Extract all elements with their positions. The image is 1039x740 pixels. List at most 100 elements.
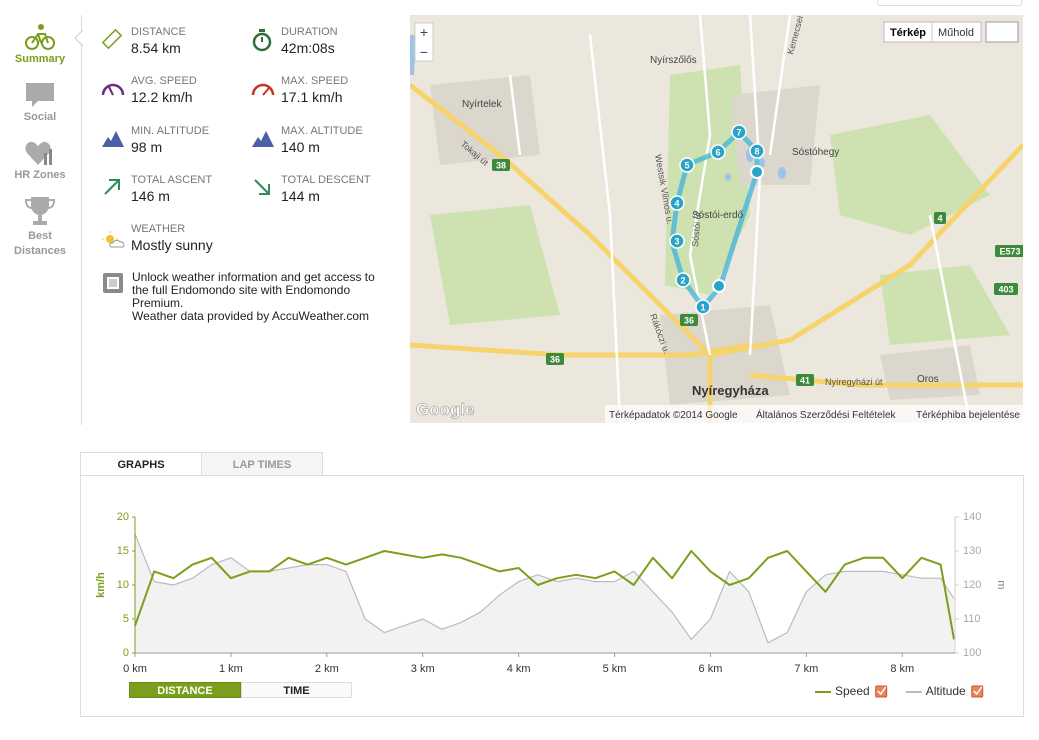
route-marker-label[interactable]: 1: [700, 303, 705, 313]
main-roads: [410, 83, 1023, 423]
map-canvas: Nyírtelek Nyírszőlős Sóstóhegy Sóstói-erdő N…: [410, 15, 1023, 423]
y2-tick-label: 140: [963, 511, 981, 523]
x-tick-label: 6 km: [699, 663, 723, 675]
route-marker-label[interactable]: 4: [674, 199, 679, 209]
stat: MAX. SPEED 17.1 km/h: [251, 75, 431, 105]
road-number: 36: [684, 316, 694, 326]
sidebar-item[interactable]: HR Zones: [0, 139, 80, 181]
stat-value: Mostly sunny: [131, 237, 213, 253]
x-tick-label: 7 km: [794, 663, 818, 675]
road-number: E573: [999, 247, 1020, 257]
stat-label: MIN. ALTITUDE: [131, 125, 210, 137]
stat: DURATION 42m:08s: [252, 26, 431, 56]
tab[interactable]: LAP TIMES: [201, 452, 323, 476]
sidebar-item[interactable]: Social: [0, 81, 80, 123]
map-button[interactable]: Térkép: [890, 27, 926, 39]
legend-check: [877, 686, 887, 696]
sidebar-pointer: [74, 30, 84, 46]
y-tick-label: 0: [123, 647, 129, 659]
route-marker[interactable]: [669, 195, 685, 211]
chart: km/h m 0 5 10 15 20 100 110 120 130 140 0 km 1 km 2 …: [95, 511, 1007, 698]
stat-label: TOTAL DESCENT: [281, 174, 371, 186]
stat-icon: [101, 83, 125, 96]
premium-icon: [103, 273, 123, 293]
place-label: Sóstói-erdő: [692, 210, 744, 221]
map-footer[interactable]: Általános Szerződési Feltételek: [756, 408, 897, 421]
place-label: Nyírtelek: [462, 99, 502, 110]
map-footer[interactable]: Térképhiba bejelentése: [916, 410, 1020, 421]
route-marker-label[interactable]: 7: [736, 128, 741, 138]
sidebar-label: Best Distances: [14, 230, 66, 257]
sidebar-label: Social: [23, 111, 57, 123]
social-icon: [26, 83, 54, 107]
route-marker-label[interactable]: 8: [754, 147, 759, 157]
route-marker[interactable]: [695, 299, 711, 315]
sidebar-item[interactable]: Summary: [0, 23, 80, 65]
promo-source: Weather data provided by AccuWeather.com: [132, 309, 370, 323]
legend-label: Speed: [835, 684, 870, 698]
route-marker[interactable]: [749, 143, 765, 159]
route-marker[interactable]: [675, 272, 691, 288]
road-badge: [934, 212, 946, 224]
stat-label: DISTANCE: [131, 26, 186, 38]
stat-value: 17.1 km/h: [281, 89, 343, 105]
stat: MAX. ALTITUDE 140 m: [252, 125, 431, 155]
x-tick-label: 3 km: [411, 663, 435, 675]
stat: TOTAL ASCENT 146 m: [104, 174, 281, 204]
route-marker[interactable]: [731, 124, 747, 140]
map-footer[interactable]: Térképadatok ©2014 Google: [609, 410, 738, 421]
y-tick-label: 20: [117, 511, 129, 523]
stat-icon: [252, 131, 274, 147]
route-marker[interactable]: [679, 157, 695, 173]
y2-tick-label: 120: [963, 579, 981, 591]
route-marker-label[interactable]: 6: [715, 148, 720, 158]
route-marker-label[interactable]: 5: [684, 161, 689, 171]
sidebar-item[interactable]: Best Distances: [0, 195, 80, 259]
stat-value: 42m:08s: [281, 40, 335, 56]
street-label: Sóstói út: [690, 211, 703, 247]
stat-label: MAX. SPEED: [281, 75, 349, 87]
legend-check: [973, 686, 983, 696]
tab[interactable]: GRAPHS: [80, 452, 202, 476]
stat: MIN. ALTITUDE 98 m: [102, 125, 281, 155]
stat-icon: [104, 179, 120, 195]
hr-icon: [25, 141, 52, 165]
y-tick-label: 10: [117, 579, 129, 591]
series-line: [134, 533, 955, 644]
route-marker-label[interactable]: 3: [674, 237, 679, 247]
road-number: 403: [998, 285, 1013, 295]
stat-label: DURATION: [281, 26, 338, 38]
graph-panel: [80, 475, 1024, 717]
place-label: Sóstóhegy: [792, 147, 839, 158]
sidebar-label: Summary: [14, 53, 66, 65]
stat-label: MAX. ALTITUDE: [281, 125, 363, 137]
fullscreen-control[interactable]: [985, 21, 1019, 43]
town-areas: [430, 75, 980, 405]
toggle-button[interactable]: DISTANCE: [129, 682, 241, 698]
place-label: Oros: [917, 374, 939, 385]
map[interactable]: Nyírtelek Nyírszőlős Sóstóhegy Sóstói-erdő N…: [410, 15, 1023, 423]
y2-tick-label: 110: [963, 613, 981, 625]
google-logo: Google: [416, 400, 475, 419]
route-marker-label[interactable]: 2: [680, 276, 685, 286]
stat-value: 12.2 km/h: [131, 89, 193, 105]
toggle-button[interactable]: TIME: [241, 682, 352, 698]
stat-label: TOTAL ASCENT: [131, 174, 213, 186]
map-footer-bg: [605, 405, 1023, 423]
zoom-in[interactable]: +: [420, 24, 428, 40]
stat-value: 8.54 km: [131, 40, 181, 56]
x-tick-label: 8 km: [890, 663, 914, 675]
bike-icon: [25, 24, 55, 50]
x-tick-label: 5 km: [603, 663, 627, 675]
road-badge: [994, 283, 1018, 295]
map-button[interactable]: Műhold: [938, 27, 974, 39]
stat-value: 98 m: [131, 139, 163, 155]
route-flag: [712, 279, 726, 293]
route-marker[interactable]: [669, 233, 685, 249]
green-areas: [430, 65, 1010, 345]
legend-label: Altitude: [926, 684, 966, 698]
zoom-out[interactable]: −: [420, 44, 428, 60]
route-marker[interactable]: [710, 144, 726, 160]
trophy-icon: [24, 197, 56, 225]
